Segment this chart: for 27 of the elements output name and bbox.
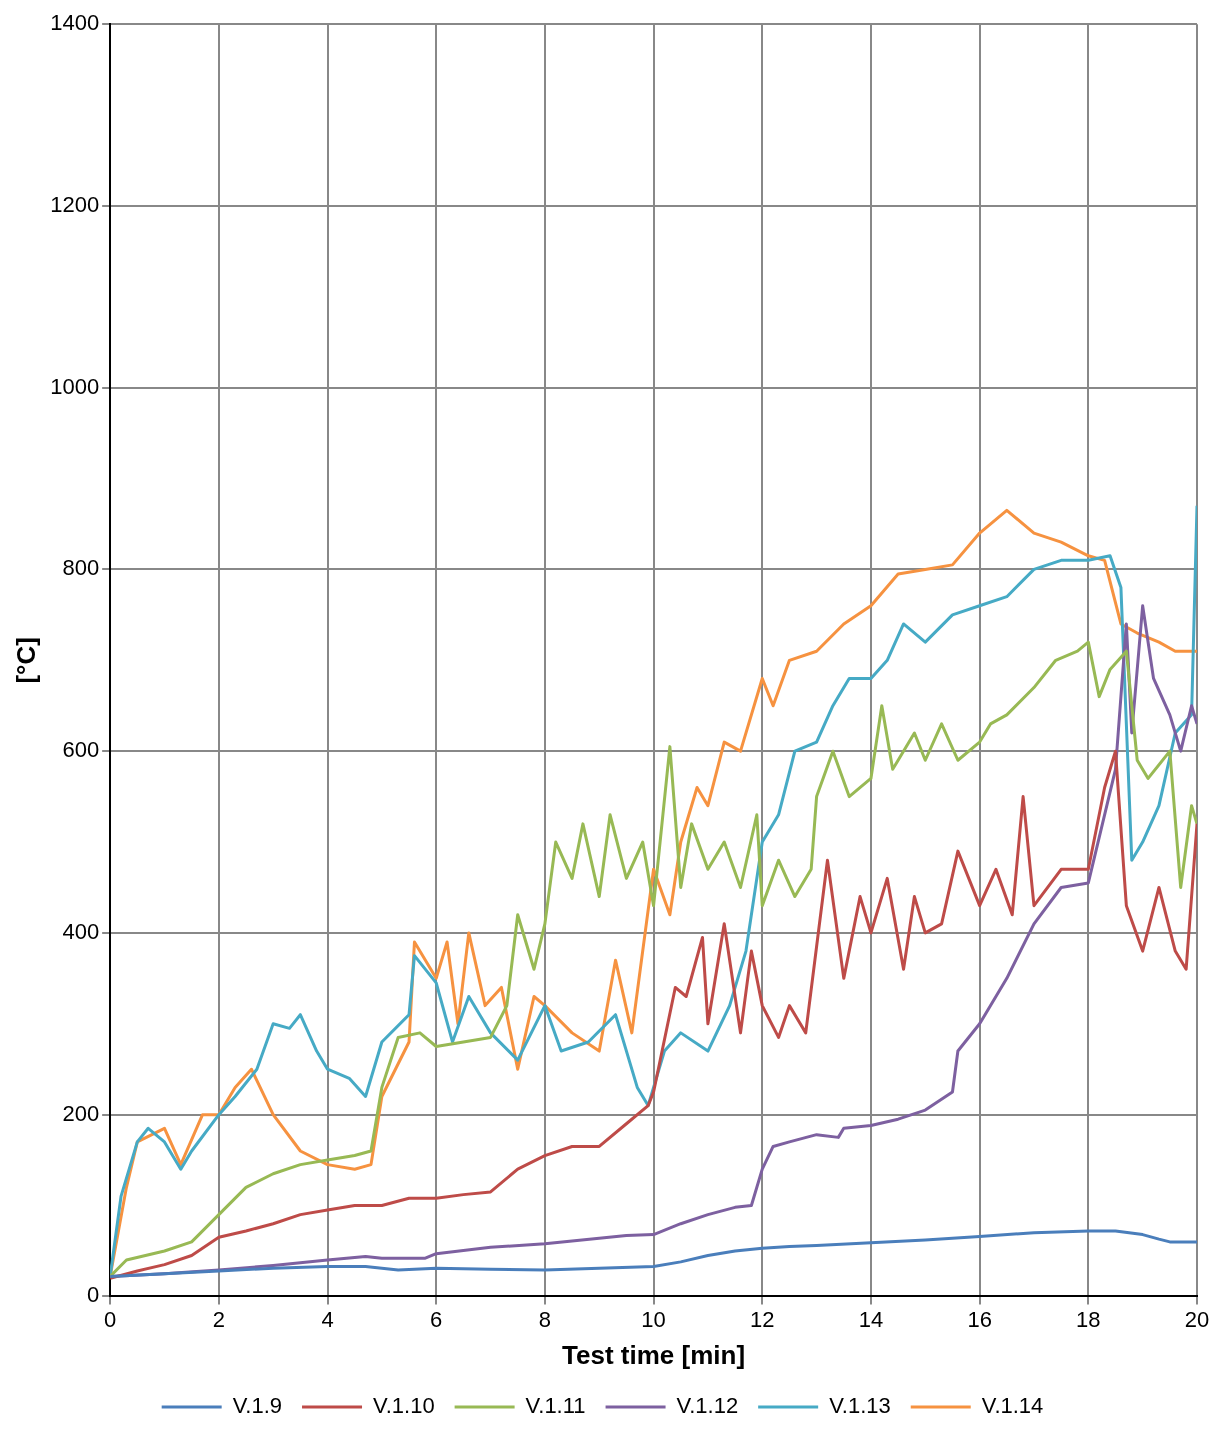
- x-tick-label: 0: [104, 1306, 117, 1332]
- x-tick-label: 8: [538, 1306, 552, 1332]
- legend-label: V.1.10: [373, 1393, 435, 1419]
- x-tick-label: 6: [430, 1306, 443, 1332]
- y-tick-label: 0: [86, 1282, 100, 1308]
- legend-label: V.1.9: [232, 1393, 283, 1419]
- x-tick-label: 4: [321, 1306, 334, 1332]
- legend-label: V.1.14: [981, 1393, 1044, 1419]
- x-tick-label: 14: [858, 1306, 884, 1332]
- y-tick-label: 1200: [50, 192, 100, 218]
- x-tick-label: 16: [967, 1306, 992, 1332]
- legend-label: V.1.12: [676, 1393, 739, 1419]
- y-tick-label: 1400: [50, 10, 100, 36]
- x-tick-label: 12: [750, 1306, 775, 1332]
- x-tick-label: 20: [1184, 1306, 1210, 1332]
- y-tick-label: 800: [62, 555, 100, 581]
- y-axis-title: [°C]: [10, 637, 41, 684]
- x-tick-label: 10: [641, 1306, 666, 1332]
- legend-label: V.1.11: [525, 1393, 586, 1419]
- x-tick-label: 18: [1076, 1306, 1101, 1332]
- y-tick-label: 600: [62, 737, 100, 763]
- y-tick-label: 200: [62, 1100, 100, 1126]
- y-tick-label: 1000: [50, 373, 100, 399]
- x-axis-title: Test time [min]: [562, 1339, 746, 1370]
- y-tick-label: 400: [62, 918, 100, 944]
- legend-label: V.1.13: [829, 1393, 891, 1419]
- x-tick-label: 2: [212, 1306, 225, 1332]
